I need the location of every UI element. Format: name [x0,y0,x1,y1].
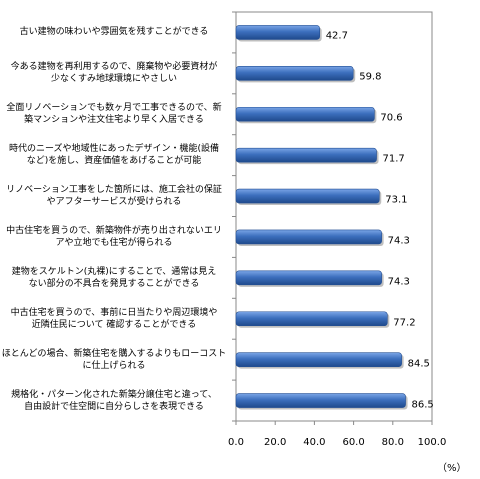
x-tick-label: 0.0 [228,437,244,448]
category-label: 規格化・パターン化された新築分譲住宅と違って、 自由設計で住空間に自分らしさを表… [11,389,217,412]
x-tick-label: 100.0 [417,437,447,448]
value-label: 74.3 [387,235,410,247]
bar [235,106,375,122]
x-tick-label: 20.0 [264,437,287,448]
bar [235,147,377,163]
category-label: ほとんどの場合、新築住宅を購入するよりもローコスト に仕上げられる [1,348,227,371]
x-tick-label: 40.0 [303,437,326,448]
x-axis-unit: （%） [437,463,467,474]
x-tick-label: 60.0 [342,437,365,448]
bar [235,270,382,286]
category-label: 建物をスケルトン(丸裸)にすることで、通常は見え ない部分の不具合を発見すること… [11,266,217,289]
bar [235,25,320,40]
bar [235,66,354,81]
category-label: リノベーション工事をした箇所には、施工会社の保証 やアフターサービスが受けられる [6,185,222,208]
category-label: 中古住宅を買うので、事前に日当たりや周辺環境や 近隣住民について 確認することが… [10,307,218,330]
bar [235,311,388,327]
x-tick-label: 80.0 [381,437,404,448]
bar [235,229,382,245]
bar [235,352,402,367]
category-label: 今ある建物を再利用するので、廃棄物や必要資材が 少なくすみ地球環境にやさしい [10,62,218,85]
value-label: 84.5 [407,358,430,370]
category-label: 古い建物の味わいや雰囲気を残すことができる [19,27,209,38]
value-label: 70.6 [380,112,403,124]
value-label: 71.7 [382,153,405,165]
category-label: 時代のニーズや地域性にあったデザイン・機能(設備 など)を施し、資産価値をあげる… [8,144,220,167]
category-label: 中古住宅を買うので、新築物件が売り出されないエリ アや立地でも住宅が得られる [6,225,222,248]
value-label: 73.1 [385,194,408,206]
value-label: 77.2 [393,317,416,329]
value-label: 74.3 [387,276,410,288]
value-label: 86.5 [411,399,434,411]
value-label: 42.7 [325,30,348,42]
bar [235,393,406,408]
category-label: 全面リノベーションでも数ヶ月で工事できるので、新 築マンションや注文住宅より早く… [6,103,222,126]
bar [235,188,380,204]
value-label: 59.8 [359,71,382,83]
